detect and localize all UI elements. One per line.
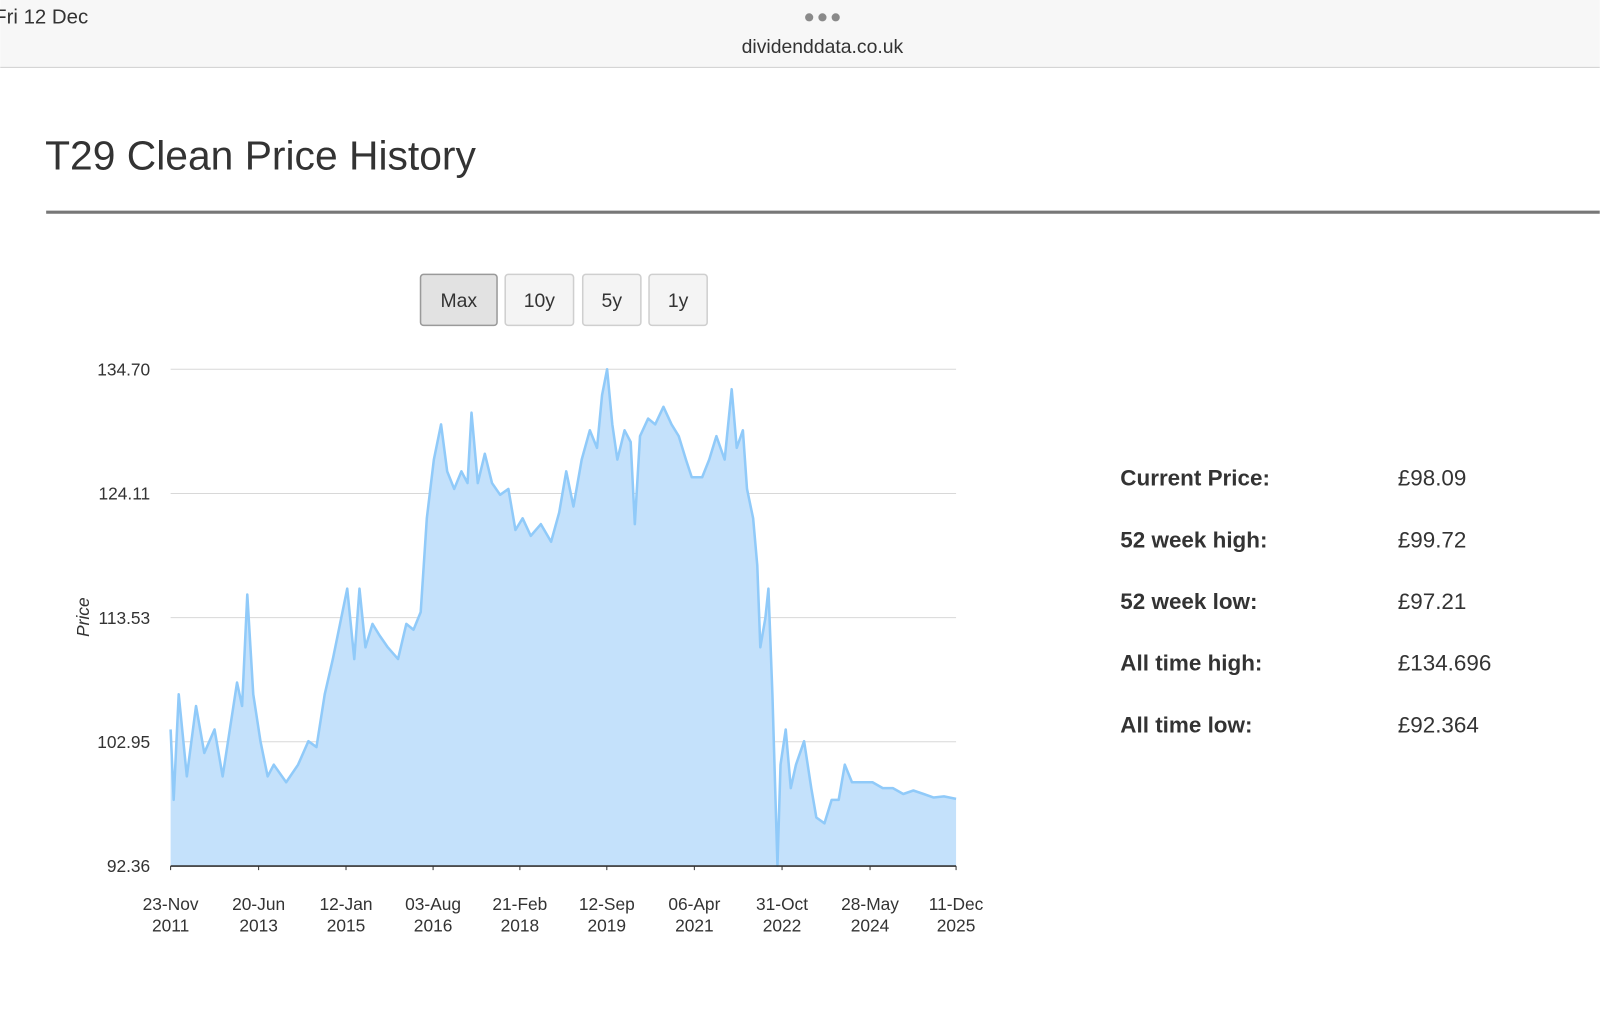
y-tick-label: 92.36 bbox=[107, 856, 150, 876]
range-button[interactable]: 10y bbox=[504, 273, 575, 327]
stat-value: £97.21 bbox=[1398, 589, 1467, 614]
stat-label: All time low: bbox=[1120, 712, 1252, 737]
stat-row: Current Price: £98.09 bbox=[1120, 466, 1466, 491]
page-title: T29 Clean Price History bbox=[45, 132, 476, 178]
status-date: Fri 12 Dec bbox=[0, 6, 88, 28]
x-tick-label: 2019 bbox=[588, 915, 627, 935]
button-box[interactable] bbox=[648, 273, 708, 327]
x-tick-label: 2018 bbox=[501, 915, 540, 935]
x-tick-label: 2015 bbox=[327, 915, 366, 935]
range-button[interactable]: 5y bbox=[581, 273, 642, 327]
multitask-dots[interactable] bbox=[805, 13, 840, 22]
button-label[interactable]: Max bbox=[440, 290, 477, 312]
button-label[interactable]: 5y bbox=[602, 290, 623, 312]
x-tick-label: 11-Dec bbox=[929, 894, 984, 914]
button-label[interactable]: 1y bbox=[668, 290, 689, 312]
y-tick-label: 113.53 bbox=[98, 608, 150, 628]
y-tick-label: 102.95 bbox=[97, 732, 150, 752]
stat-label: 52 week high: bbox=[1120, 527, 1267, 552]
stat-label: All time high: bbox=[1120, 651, 1262, 676]
x-tick-label: 2022 bbox=[763, 915, 802, 935]
button-label[interactable]: 10y bbox=[524, 290, 556, 312]
x-tick-label: 2021 bbox=[675, 915, 714, 935]
y-tick-label: 134.70 bbox=[97, 359, 150, 379]
button-box[interactable] bbox=[504, 273, 575, 327]
x-tick-label: 12-Sep bbox=[579, 894, 635, 914]
stat-label: 52 week low: bbox=[1120, 589, 1257, 614]
price-area bbox=[170, 369, 957, 867]
x-tick-label: 2013 bbox=[239, 915, 278, 935]
x-tick-label: 2024 bbox=[851, 915, 890, 935]
stat-value: £92.364 bbox=[1398, 712, 1479, 737]
x-tick-label: 2025 bbox=[937, 915, 976, 935]
stat-row: 52 week low: £97.21 bbox=[1120, 589, 1466, 614]
range-button[interactable]: 1y bbox=[648, 273, 708, 327]
y-axis-label: Price bbox=[73, 597, 93, 636]
x-tick-label: 2011 bbox=[152, 915, 189, 935]
x-tick-label: 03-Aug bbox=[405, 894, 461, 914]
stat-row: 52 week high: £99.72 bbox=[1120, 527, 1466, 552]
url[interactable]: dividenddata.co.uk bbox=[742, 36, 904, 58]
button-box[interactable] bbox=[581, 273, 642, 327]
x-tick-label: 23-Nov bbox=[143, 894, 199, 914]
x-tick-label: 12-Jan bbox=[320, 894, 373, 914]
x-tick-label: 21-Feb bbox=[492, 894, 547, 914]
stat-value: £134.696 bbox=[1398, 651, 1492, 676]
price-line bbox=[169, 367, 957, 867]
stat-label: Current Price: bbox=[1120, 466, 1270, 491]
stat-row: All time high: £134.696 bbox=[1120, 651, 1491, 676]
x-tick-label: 31-Oct bbox=[756, 894, 808, 914]
x-tick-label: 06-Apr bbox=[668, 894, 720, 914]
x-tick-label: 20-Jun bbox=[232, 894, 285, 914]
stat-row: All time low: £92.364 bbox=[1120, 712, 1479, 737]
x-tick-label: 2016 bbox=[414, 915, 453, 935]
range-buttons: Max 10y 5y 1y bbox=[419, 273, 708, 327]
stat-value: £99.72 bbox=[1398, 527, 1467, 552]
y-tick-label: 124.11 bbox=[98, 484, 150, 504]
button-box[interactable] bbox=[419, 273, 498, 327]
browser-bar bbox=[0, 0, 1600, 68]
x-tick-label: 28-May bbox=[841, 894, 899, 914]
stat-value: £98.09 bbox=[1398, 466, 1467, 491]
range-button[interactable]: Max bbox=[419, 273, 498, 327]
